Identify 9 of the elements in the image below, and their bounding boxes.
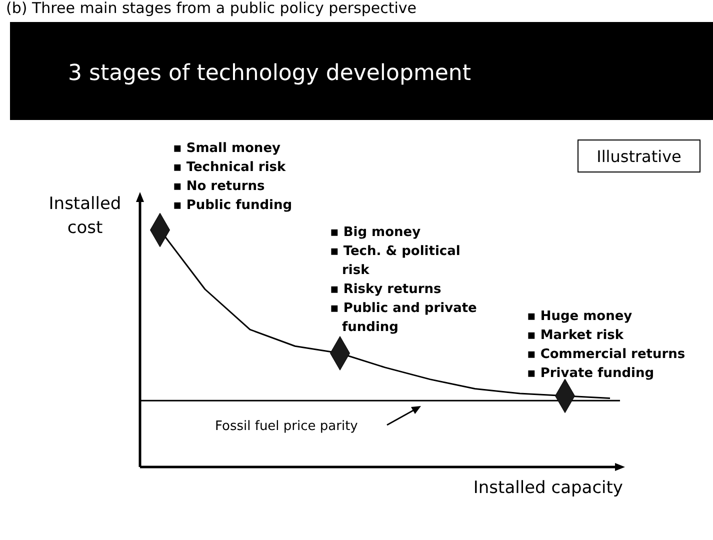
chart-subtitle: (b) Three main stages from a public policy perspective: [6, 0, 417, 17]
text: Illustrative: [596, 147, 682, 166]
annotation: ▪ Huge money ▪ Market risk ▪ Commercial returns ▪ Private funding: [527, 309, 686, 381]
chart-title: 3 stages of technology development: [68, 61, 472, 86]
text: ▪ Small money ▪ Technical risk ▪ No returns ▪ Public funding: [173, 141, 292, 213]
legend-label: Fossil fuel price parity: [215, 419, 358, 434]
annotation: ▪ Big money ▪ Tech. & political risk ▪ Risky returns ▪ Public and private funding: [330, 225, 478, 335]
x-axis-title: Installed capacity: [473, 478, 623, 498]
y-axis-title: Installed cost: [48, 194, 122, 238]
